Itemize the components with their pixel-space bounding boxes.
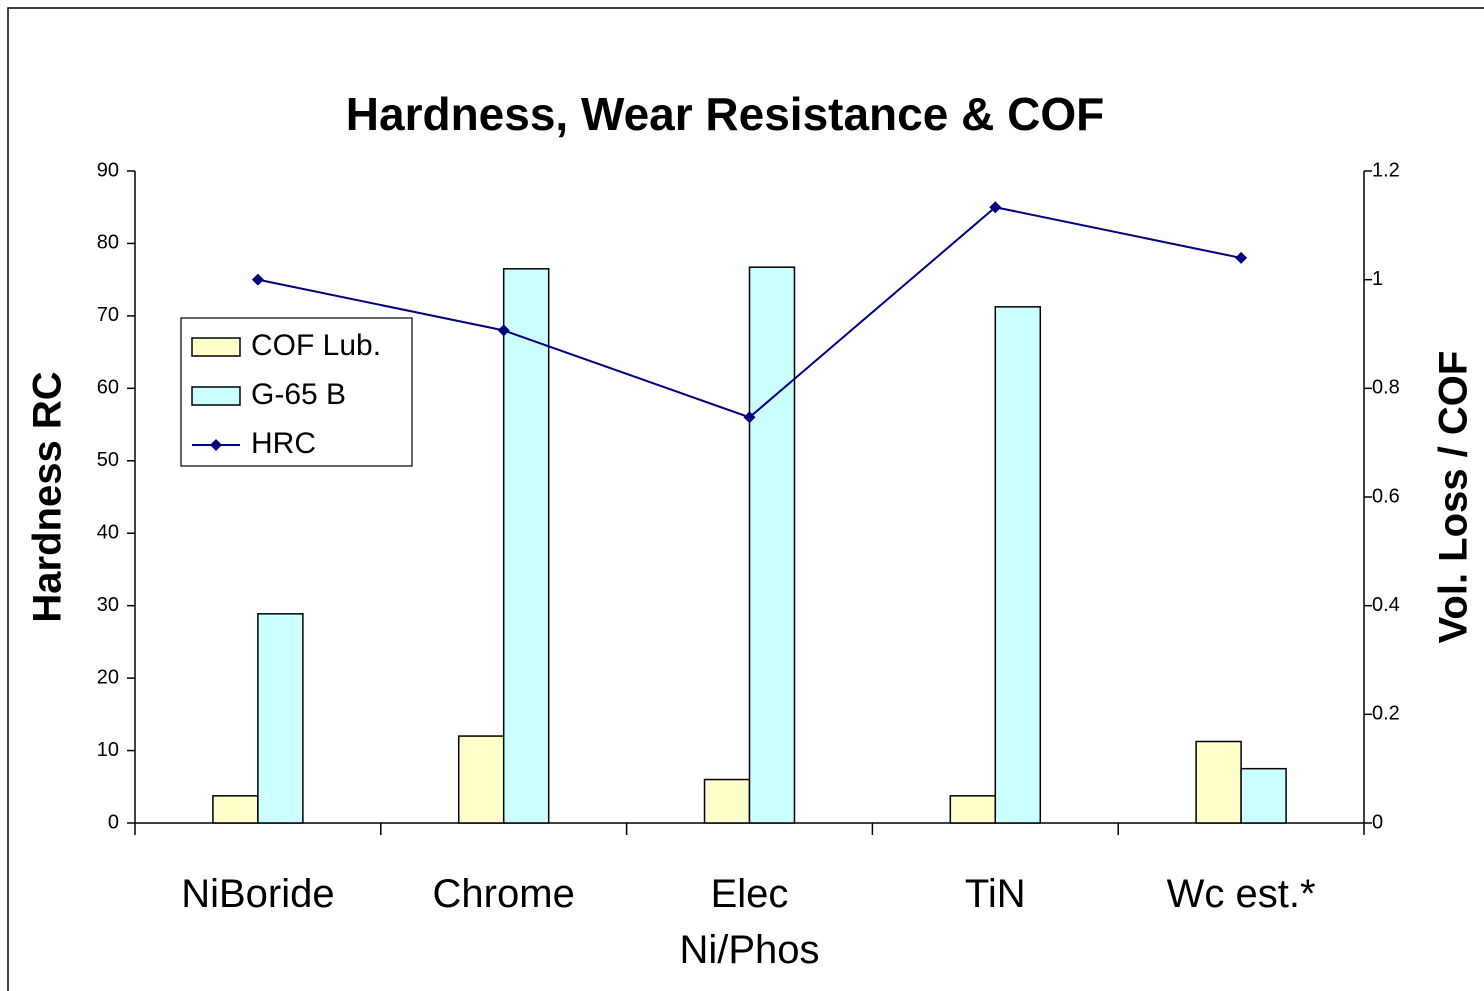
bar [994,306,1042,824]
chart-frame [7,7,1484,991]
y2-tick-label: 0.6 [1372,485,1400,507]
x-tick-label: NiBoride [181,872,335,916]
line-marker [1235,251,1248,264]
y2-tick-label: 0 [1372,811,1383,833]
legend-marker [210,439,222,451]
legend-swatch [191,337,241,357]
line-marker [989,201,1002,214]
y2-tick-label: 1.2 [1372,159,1400,181]
bar [1195,740,1242,824]
y-tick-label: 70 [97,304,119,326]
legend-swatch [191,386,241,406]
x-tick-label: Elec Ni/Phos [679,872,820,972]
bar [502,268,550,824]
chart-title: Hardness, Wear Resistance & COF [346,88,1104,140]
y-axis-title: Hardness RC [26,371,70,622]
bar [949,795,997,824]
legend-label: COF Lub. [251,329,381,362]
line-marker [497,324,510,337]
y-tick-label: 10 [97,739,119,761]
line-marker [251,273,264,286]
y2-tick-label: 0.4 [1372,594,1400,616]
legend-label: G-65 B [251,378,346,411]
x-tick-label: Chrome [432,872,575,916]
bar [457,735,505,824]
y-tick-label: 50 [97,449,119,471]
y-tick-label: 20 [97,666,119,688]
x-tick-label: Wc est.* [1166,872,1316,916]
bar [703,778,751,824]
bar [1240,767,1287,824]
y-tick-label: 0 [108,811,119,833]
y-tick-label: 30 [97,594,119,616]
y-tick-label: 40 [97,522,119,544]
y2-tick-label: 0.8 [1372,377,1400,399]
y-tick-label: 90 [97,159,119,181]
y-tick-label: 60 [97,377,119,399]
legend-label: HRC [251,427,316,460]
bar [257,613,304,824]
line-marker [743,411,756,424]
y2-axis-title: Vol. Loss / COF [1432,351,1476,644]
bar [748,266,796,824]
x-tick-label: TiN [964,872,1026,916]
bar [212,795,259,824]
y2-tick-label: 1 [1372,268,1383,290]
y-tick-label: 80 [97,232,119,254]
y2-tick-label: 0.2 [1372,703,1400,725]
